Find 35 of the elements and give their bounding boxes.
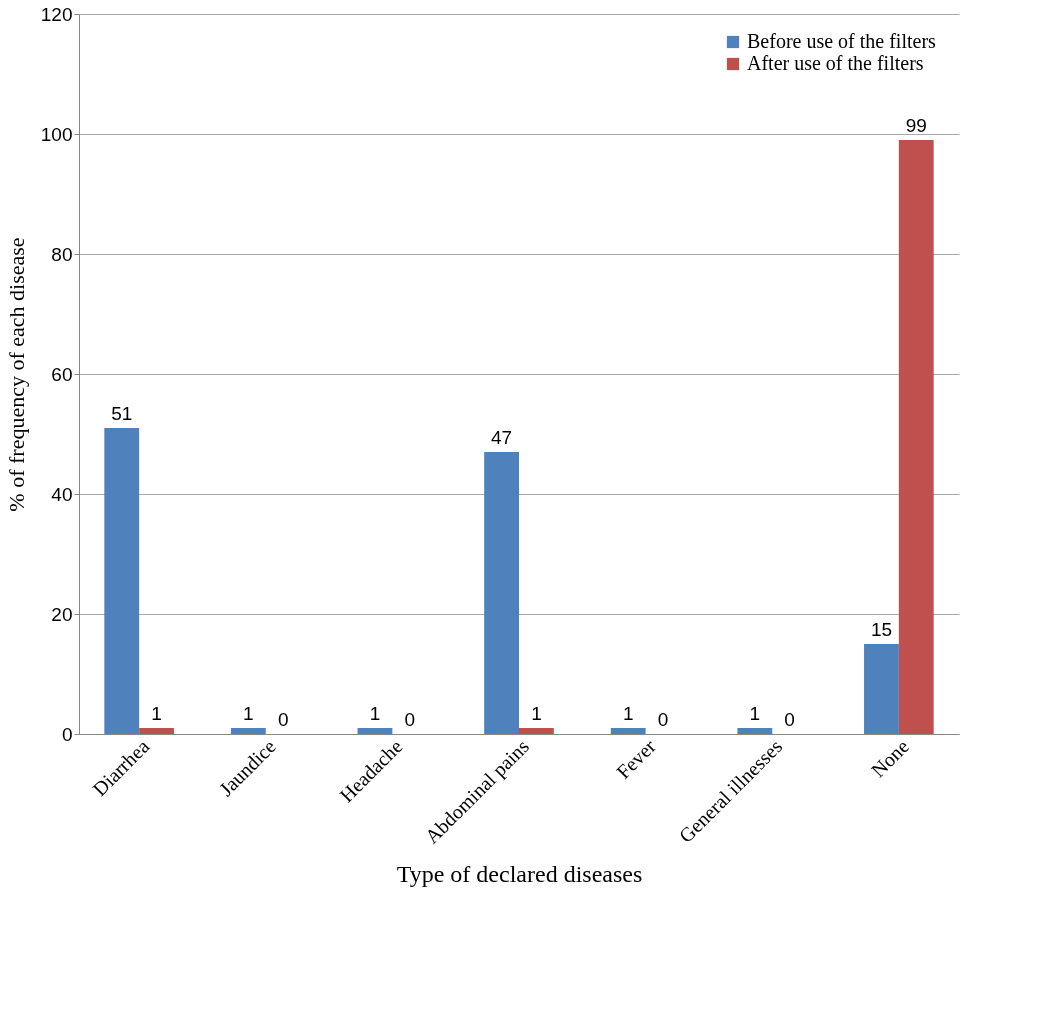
data-label: 1: [531, 703, 542, 724]
data-label: 51: [111, 403, 133, 424]
bar: [519, 728, 554, 734]
data-label: 1: [151, 703, 162, 724]
bar: [610, 728, 646, 734]
y-tick-label: 40: [51, 483, 73, 505]
x-axis-title: Type of declared diseases: [396, 860, 643, 887]
bar: [230, 728, 266, 734]
bar: [104, 428, 140, 734]
data-label: 0: [277, 709, 289, 730]
y-tick-label: 0: [61, 723, 73, 745]
data-label: 99: [905, 115, 927, 136]
legend-label: After use of the filters: [747, 52, 924, 74]
y-tick-label: 80: [51, 243, 73, 265]
y-tick-label: 120: [40, 3, 73, 25]
data-label: 1: [243, 703, 254, 724]
data-label: 47: [491, 427, 513, 448]
bar: [484, 452, 519, 734]
data-label: 0: [404, 709, 416, 730]
y-tick-label: 20: [51, 603, 73, 625]
bar: [737, 728, 773, 734]
legend-label: Before use of the filters: [747, 30, 937, 52]
bar: [864, 644, 899, 734]
bar: [898, 140, 934, 734]
bar: [139, 728, 174, 734]
data-label: 1: [622, 703, 634, 724]
y-tick-label: 60: [51, 363, 73, 385]
bar: [357, 728, 393, 734]
data-label: 1: [369, 703, 381, 724]
data-label: 1: [749, 703, 761, 724]
y-tick-label: 100: [40, 123, 73, 145]
y-axis-title: % of frequency of each disease: [3, 237, 29, 512]
data-label: 0: [657, 709, 669, 730]
data-label: 15: [870, 619, 893, 640]
data-label: 0: [784, 709, 795, 730]
